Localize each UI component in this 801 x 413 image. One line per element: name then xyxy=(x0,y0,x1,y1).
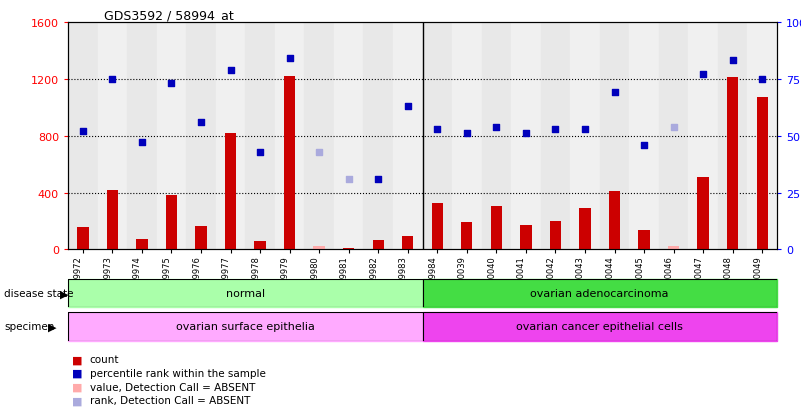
Bar xyxy=(423,280,777,308)
Bar xyxy=(334,23,364,250)
Point xyxy=(342,176,355,183)
Bar xyxy=(186,23,215,250)
Bar xyxy=(727,77,739,250)
Bar xyxy=(166,195,177,250)
Text: GDS3592 / 58994_at: GDS3592 / 58994_at xyxy=(103,9,233,21)
Text: ■: ■ xyxy=(72,382,83,392)
Bar xyxy=(136,239,147,250)
Point xyxy=(638,142,650,149)
Point xyxy=(549,126,562,133)
Bar xyxy=(600,23,630,250)
Point xyxy=(667,124,680,131)
Text: normal: normal xyxy=(226,289,265,299)
Text: ▶: ▶ xyxy=(60,289,69,299)
Text: disease state: disease state xyxy=(4,289,74,299)
Bar xyxy=(364,23,393,250)
Bar xyxy=(225,134,236,250)
Text: value, Detection Call = ABSENT: value, Detection Call = ABSENT xyxy=(90,382,255,392)
Bar xyxy=(609,192,620,250)
Text: ■: ■ xyxy=(72,354,83,364)
Text: ovarian adenocarcinoma: ovarian adenocarcinoma xyxy=(530,289,669,299)
Point xyxy=(165,81,178,88)
Bar xyxy=(393,23,423,250)
Point xyxy=(224,67,237,74)
Bar xyxy=(98,23,127,250)
Bar xyxy=(195,226,207,250)
Bar xyxy=(718,23,747,250)
Bar xyxy=(402,236,413,250)
Bar xyxy=(570,23,600,250)
Bar xyxy=(630,23,658,250)
Bar xyxy=(549,221,561,250)
Point xyxy=(697,72,710,78)
Text: specimen: specimen xyxy=(4,322,54,332)
Point xyxy=(372,176,384,183)
Point xyxy=(727,58,739,65)
Bar xyxy=(255,241,266,250)
Bar xyxy=(432,203,443,250)
Point xyxy=(401,104,414,110)
Bar xyxy=(304,23,334,250)
Bar xyxy=(521,226,532,250)
Text: count: count xyxy=(90,354,119,364)
Bar xyxy=(77,228,88,250)
Point xyxy=(520,131,533,138)
Bar xyxy=(481,23,511,250)
Bar xyxy=(68,280,423,308)
Bar xyxy=(688,23,718,250)
Point xyxy=(490,124,503,131)
Point xyxy=(461,131,473,138)
Bar xyxy=(452,23,481,250)
Bar xyxy=(423,313,777,341)
Bar xyxy=(275,23,304,250)
Point xyxy=(312,149,325,156)
Point xyxy=(254,149,267,156)
Text: ▶: ▶ xyxy=(48,322,57,332)
Point xyxy=(106,76,119,83)
Point xyxy=(76,128,89,135)
Bar xyxy=(698,178,709,250)
Bar xyxy=(658,23,688,250)
Point xyxy=(756,76,769,83)
Bar xyxy=(127,23,157,250)
Point xyxy=(284,56,296,62)
Point xyxy=(608,90,621,97)
Text: percentile rank within the sample: percentile rank within the sample xyxy=(90,368,266,378)
Bar xyxy=(541,23,570,250)
Bar xyxy=(284,77,296,250)
Text: rank, Detection Call = ABSENT: rank, Detection Call = ABSENT xyxy=(90,395,250,405)
Bar xyxy=(68,313,423,341)
Bar xyxy=(638,230,650,250)
Text: ■: ■ xyxy=(72,368,83,378)
Bar xyxy=(215,23,245,250)
Bar xyxy=(423,23,452,250)
Bar xyxy=(107,190,118,250)
Bar xyxy=(511,23,541,250)
Bar xyxy=(313,246,324,250)
Bar xyxy=(157,23,186,250)
Bar xyxy=(579,209,590,250)
Point xyxy=(431,126,444,133)
Bar xyxy=(461,222,473,250)
Bar xyxy=(68,23,98,250)
Text: ovarian cancer epithelial cells: ovarian cancer epithelial cells xyxy=(517,322,683,332)
Point xyxy=(195,119,207,126)
Point xyxy=(135,140,148,147)
Bar xyxy=(372,241,384,250)
Bar xyxy=(757,98,768,250)
Bar xyxy=(343,248,354,250)
Text: ovarian surface epithelia: ovarian surface epithelia xyxy=(176,322,315,332)
Point xyxy=(578,126,591,133)
Bar xyxy=(668,246,679,250)
Bar xyxy=(747,23,777,250)
Bar xyxy=(491,206,502,250)
Bar xyxy=(245,23,275,250)
Text: ■: ■ xyxy=(72,395,83,405)
